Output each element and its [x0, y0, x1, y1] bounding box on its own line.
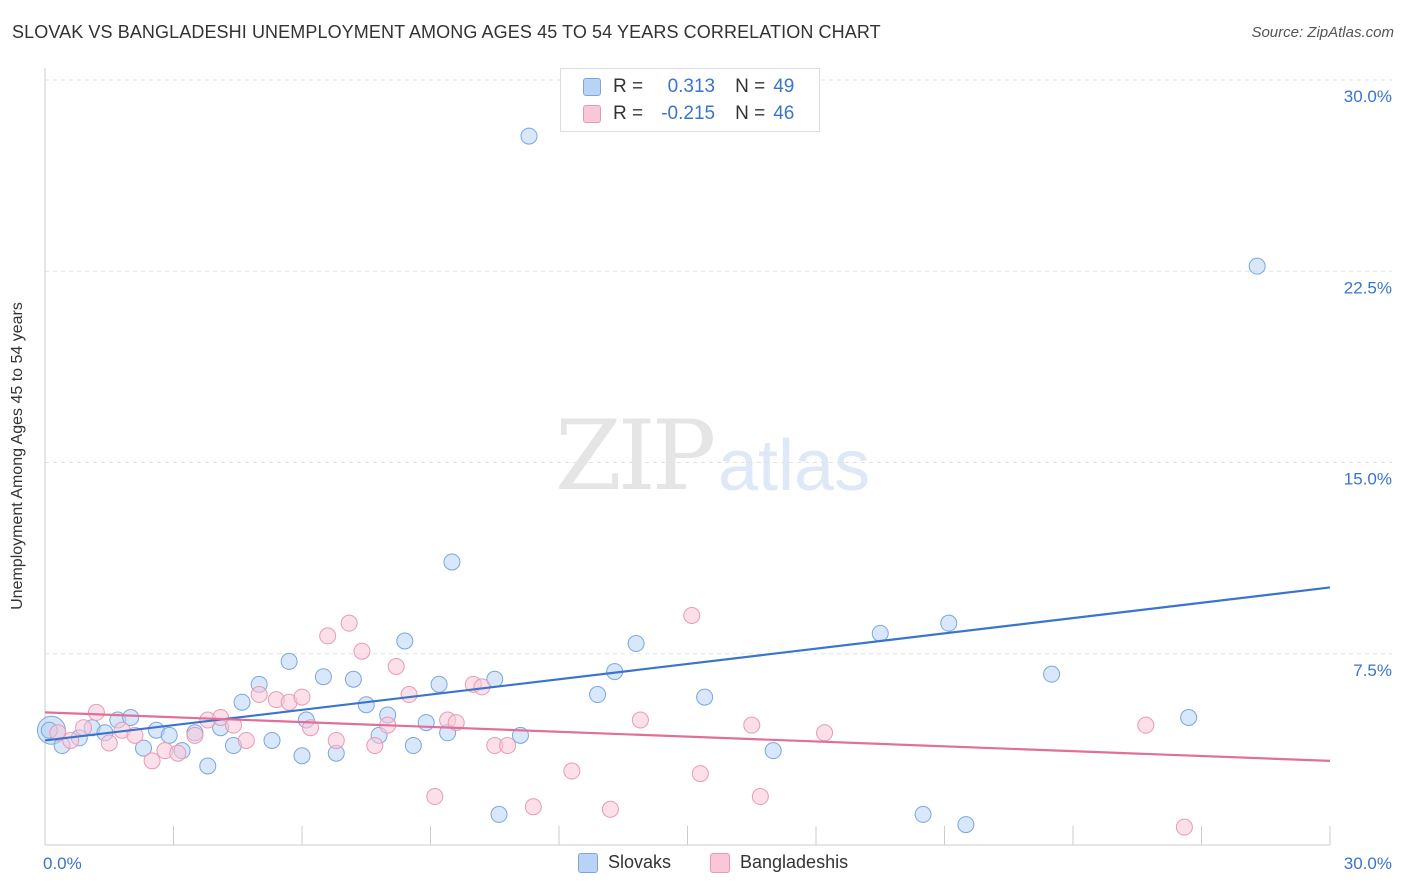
series-legend-bangladeshis[interactable]: Bangladeshis	[710, 852, 848, 873]
slovak-point	[940, 614, 958, 632]
slovak-point	[280, 652, 298, 670]
bangladeshi-point	[237, 731, 255, 749]
bangladeshi-point	[447, 714, 465, 732]
bangladeshi-point	[250, 686, 268, 704]
slovak-point	[589, 686, 607, 704]
bangladeshi-point	[366, 737, 384, 755]
legend-r-label: R =	[613, 76, 644, 97]
bangladeshi-point	[87, 703, 105, 721]
bangladeshi-point	[340, 614, 358, 632]
bangladeshi-point	[319, 627, 337, 645]
legend-row-slovaks: R = 0.313 N = 49	[583, 74, 794, 100]
bangladeshi-point	[743, 716, 761, 734]
bangladeshi-point	[100, 734, 118, 752]
bangladeshi-point	[169, 744, 187, 762]
legend-r-label: R =	[613, 103, 644, 124]
legend-n-label: N =	[735, 76, 766, 97]
slovak-point	[430, 675, 448, 693]
series-legend-slovaks[interactable]: Slovaks	[578, 852, 671, 873]
bangladeshi-point	[691, 765, 709, 783]
legend-n-label: N =	[735, 103, 766, 124]
slovak-point	[914, 805, 932, 823]
slovak-point	[1248, 257, 1266, 275]
slovak-point	[696, 688, 714, 706]
slovak-point	[293, 747, 311, 765]
slovak-point	[344, 670, 362, 688]
slovak-point	[764, 742, 782, 760]
series-swatch-slovaks	[578, 852, 598, 873]
slovak-point	[417, 714, 435, 732]
bangladeshi-point	[49, 724, 67, 742]
bangladeshi-point	[327, 731, 345, 749]
slovak-point	[357, 696, 375, 714]
slovak-point	[1043, 665, 1061, 683]
slovak-point	[233, 693, 251, 711]
bangladeshi-point	[499, 737, 517, 755]
legend-n-value: 49	[773, 76, 795, 97]
bangladeshi-point	[631, 711, 649, 729]
bangladeshi-point	[293, 688, 311, 706]
source-label: Source: ZipAtlas.com	[1251, 24, 1394, 41]
slovak-point	[396, 632, 414, 650]
y-tick-label: 15.0%	[1344, 470, 1392, 489]
slovak-point	[135, 739, 153, 757]
legend-swatch-slovaks	[583, 78, 601, 96]
legend-n-value: 46	[773, 103, 795, 124]
series-legend-label: Bangladeshis	[740, 852, 849, 872]
watermark-zip: ZIP	[555, 400, 716, 512]
bangladeshi-point	[751, 788, 769, 806]
bangladeshi-point	[387, 658, 405, 675]
bangladeshi-point	[400, 686, 418, 704]
slovak-point	[263, 731, 281, 749]
slovak-trend-line	[44, 586, 1331, 742]
slovak-point	[627, 635, 645, 653]
bangladeshi-point	[563, 762, 581, 780]
bangladeshi-point	[186, 726, 204, 744]
bangladeshi-trend-line	[44, 711, 1331, 762]
series-legend: Slovaks Bangladeshis	[0, 852, 1406, 876]
bangladeshi-point	[683, 607, 701, 624]
x-tick-label: 0.0%	[43, 854, 82, 873]
bangladeshi-point	[1175, 818, 1193, 836]
slovak-point	[199, 757, 217, 775]
slovak-point	[122, 709, 140, 726]
bangladeshi-point	[1137, 716, 1155, 734]
slovak-point	[490, 805, 508, 823]
bangladeshi-point	[302, 719, 320, 737]
chart-title: SLOVAK VS BANGLADESHI UNEMPLOYMENT AMONG…	[12, 22, 881, 42]
y-axis-label: Unemployment Among Ages 45 to 54 years	[9, 302, 26, 610]
y-tick-label: 22.5%	[1344, 278, 1392, 297]
bangladeshi-point	[62, 731, 80, 749]
x-tick-label: 30.0%	[1344, 854, 1392, 873]
bangladeshi-point	[126, 726, 144, 744]
series-legend-label: Slovaks	[608, 852, 672, 872]
slovak-point	[314, 668, 332, 686]
bangladeshi-point	[143, 752, 161, 770]
legend-r-value: -0.215	[661, 103, 716, 124]
slovak-point	[957, 816, 975, 834]
bangladeshi-point	[75, 719, 93, 737]
slovak-point	[1180, 709, 1198, 726]
legend-r-value: 0.313	[667, 76, 716, 97]
bangladeshi-point	[524, 798, 542, 816]
bangladeshi-point	[426, 788, 444, 806]
bangladeshi-point	[816, 724, 834, 742]
watermark-atlas: atlas	[718, 426, 871, 506]
y-tick-label: 7.5%	[1353, 661, 1392, 680]
slovak-point	[404, 737, 422, 755]
slovak-point	[443, 553, 461, 571]
stats-legend: R = 0.313 N = 49 R = -0.215 N = 46	[560, 68, 820, 132]
slovak-point	[160, 726, 178, 744]
series-swatch-bangladeshis	[710, 852, 730, 873]
bangladeshi-point	[353, 642, 371, 660]
legend-row-bangladeshis: R = -0.215 N = 46	[583, 101, 794, 127]
legend-swatch-bangladeshis	[583, 105, 601, 123]
slovak-point	[520, 127, 538, 145]
slovak-point	[871, 624, 889, 642]
bangladeshi-point	[601, 800, 619, 818]
y-tick-label: 30.0%	[1344, 87, 1392, 106]
